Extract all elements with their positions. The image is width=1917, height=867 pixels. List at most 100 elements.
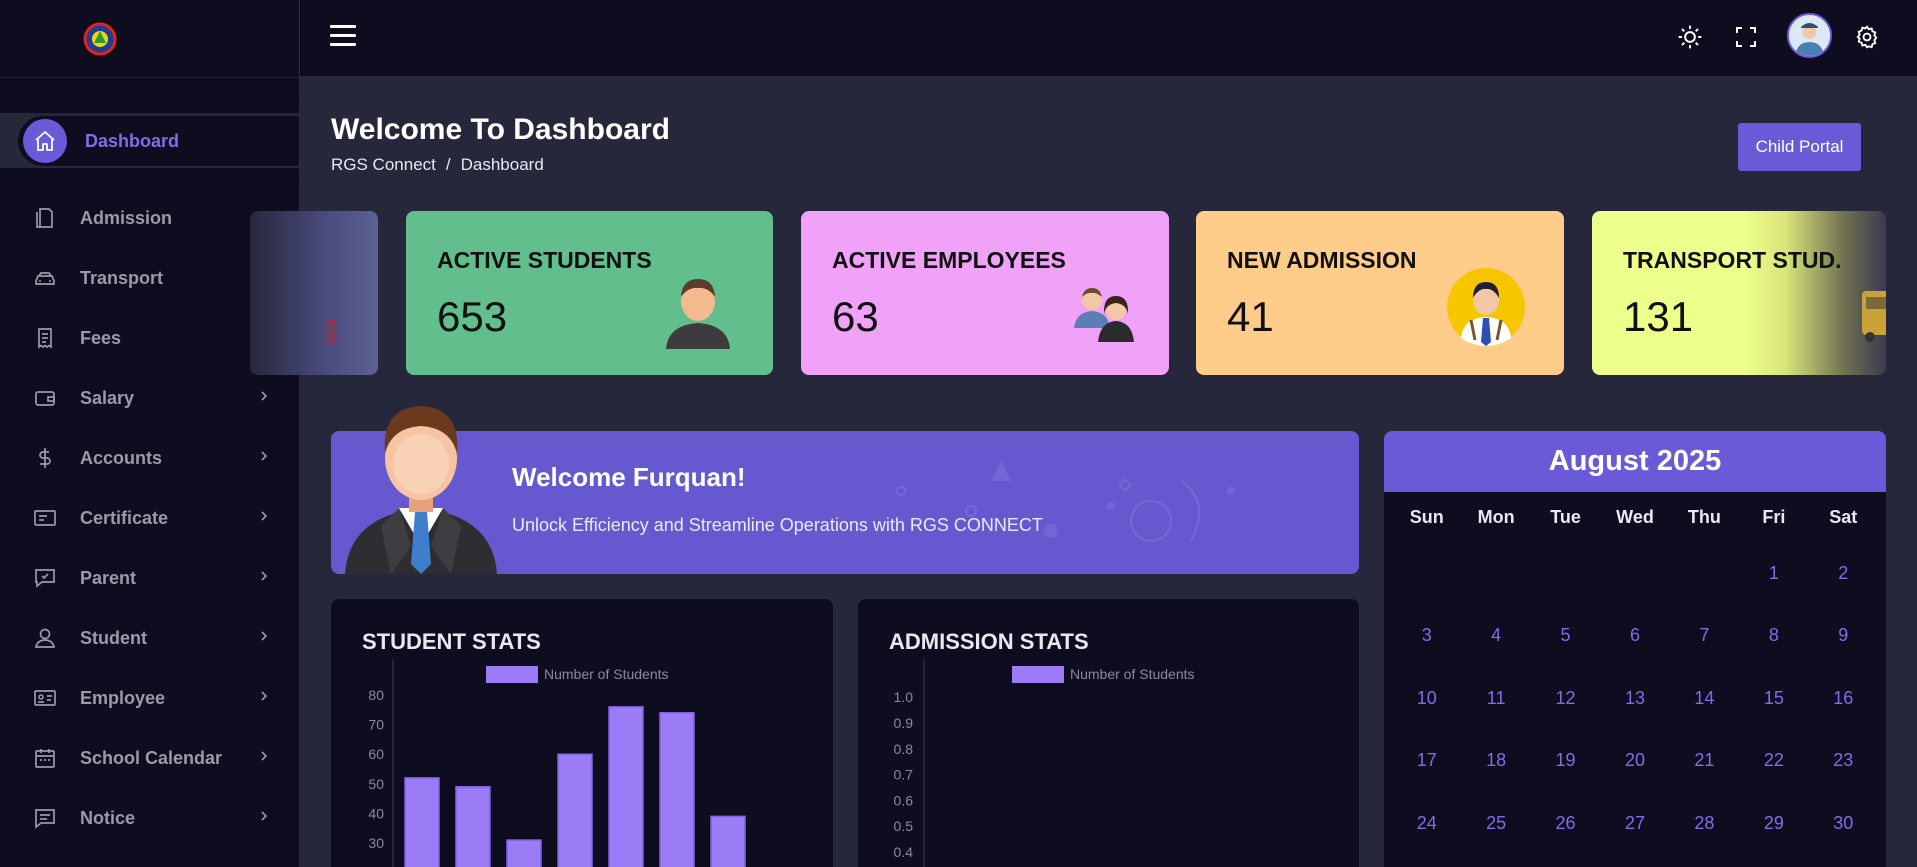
calendar-day[interactable]: 5 bbox=[1560, 625, 1571, 646]
calendar-day[interactable]: 17 bbox=[1416, 750, 1437, 771]
sidebar-item-notice[interactable]: Notice bbox=[0, 788, 299, 848]
calendar-blank bbox=[1600, 542, 1669, 605]
y-tick-label: 0.4 bbox=[894, 844, 914, 860]
sidebar-item-certificate[interactable]: Certificate bbox=[0, 488, 299, 548]
calendar-day[interactable]: 25 bbox=[1486, 812, 1507, 833]
calendar-day[interactable]: 30 bbox=[1833, 812, 1854, 833]
stat-card-transport-students[interactable]: TRANSPORT STUD. 131 bbox=[1592, 211, 1886, 375]
sidebar-item-label: Admission bbox=[80, 207, 173, 228]
sidebar-item-label: Transport bbox=[80, 267, 164, 288]
settings-gear-icon[interactable] bbox=[1852, 22, 1882, 52]
admission-stats-chart: Number of Students 0.4 0.5 0.6 0.7 0.8 0.9 1.0 bbox=[894, 659, 1195, 867]
student-stats-panel: STUDENT STATS Number of Students 30 40 50 60… bbox=[331, 599, 833, 867]
calendar-day[interactable]: 20 bbox=[1624, 750, 1645, 771]
calendar-day[interactable]: 7 bbox=[1699, 625, 1710, 646]
calendar-weekday: Sun bbox=[1409, 506, 1444, 527]
calendar-day[interactable]: 24 bbox=[1416, 812, 1437, 833]
calendar-day[interactable]: 6 bbox=[1629, 625, 1640, 646]
calendar-blank bbox=[1531, 542, 1600, 605]
stat-title: NEW ADMISSION bbox=[1227, 247, 1417, 273]
chevron-right-icon bbox=[258, 629, 270, 647]
chart-legend[interactable]: Number of Students bbox=[1012, 666, 1195, 683]
stat-card-active-employees[interactable]: ACTIVE EMPLOYEES 63 bbox=[801, 211, 1169, 375]
chart-bar[interactable] bbox=[557, 753, 593, 867]
calendar-day[interactable]: 1 bbox=[1768, 562, 1779, 583]
calendar-day[interactable]: 12 bbox=[1555, 687, 1576, 708]
sidebar-item-employee[interactable]: Employee bbox=[0, 668, 299, 728]
calendar-icon bbox=[33, 746, 57, 770]
calendar-day[interactable]: 19 bbox=[1555, 750, 1576, 771]
child-portal-button[interactable]: Child Portal bbox=[1738, 123, 1861, 171]
calendar-day[interactable]: 15 bbox=[1763, 687, 1784, 708]
calendar-day[interactable]: 26 bbox=[1555, 812, 1576, 833]
calendar-day[interactable]: 28 bbox=[1694, 812, 1715, 833]
sidebar-item-student[interactable]: Student bbox=[0, 608, 299, 668]
calendar-day[interactable]: 11 bbox=[1486, 687, 1506, 708]
stat-card-active-students[interactable]: ACTIVE STUDENTS 653 bbox=[406, 211, 773, 375]
sidebar-item-salary[interactable]: Salary bbox=[0, 368, 299, 428]
avatar[interactable] bbox=[1787, 13, 1832, 58]
y-tick-label: 0.9 bbox=[894, 715, 914, 731]
calendar-day[interactable]: 8 bbox=[1768, 625, 1779, 646]
chart-bar[interactable] bbox=[659, 712, 695, 867]
calendar-day[interactable]: 10 bbox=[1416, 687, 1437, 708]
sidebar-item-label: Student bbox=[80, 627, 147, 648]
stat-card-new-admission[interactable]: NEW ADMISSION 41 bbox=[1196, 211, 1564, 375]
stat-title: ACTIVE STUDENTS bbox=[437, 247, 652, 273]
calendar-grid: Sun Mon Tue Wed Thu Fri Sat 1 2 3 4 5 6 7 8 9 10 11 12 13 14… bbox=[1384, 492, 1886, 855]
sidebar-item-parent[interactable]: Parent bbox=[0, 548, 299, 608]
bus-icon bbox=[1862, 291, 1886, 342]
admission-stats-panel: ADMISSION STATS Number of Students 0.4 0.5… bbox=[858, 599, 1359, 867]
chart-bar[interactable] bbox=[710, 815, 746, 867]
calendar-day[interactable]: 29 bbox=[1763, 812, 1784, 833]
calendar-day[interactable]: 16 bbox=[1833, 687, 1854, 708]
calendar-day[interactable]: 23 bbox=[1833, 750, 1854, 771]
y-tick-label: 0.6 bbox=[894, 792, 914, 808]
logo-area bbox=[0, 0, 299, 78]
stat-card-partial[interactable] bbox=[250, 211, 378, 375]
student-stats-chart: Number of Students 30 40 50 60 70 80 bbox=[368, 659, 746, 867]
employees-icon bbox=[1074, 288, 1134, 342]
y-tick-label: 50 bbox=[368, 776, 384, 792]
fullscreen-icon[interactable] bbox=[1731, 22, 1761, 52]
calendar-day[interactable]: 9 bbox=[1838, 625, 1849, 646]
calendar-day[interactable]: 22 bbox=[1763, 750, 1784, 771]
calendar-weekday: Sat bbox=[1829, 506, 1858, 527]
menu-toggle-icon[interactable] bbox=[330, 25, 356, 47]
calendar-day[interactable]: 2 bbox=[1838, 562, 1849, 583]
calendar-weekday: Mon bbox=[1477, 506, 1515, 527]
chart-bar[interactable] bbox=[506, 839, 542, 867]
chevron-right-icon bbox=[258, 449, 270, 467]
businessman-avatar bbox=[345, 406, 497, 574]
sidebar-item-school-calendar[interactable]: School Calendar bbox=[0, 728, 299, 788]
chart-bar[interactable] bbox=[404, 777, 440, 867]
chart-bar[interactable] bbox=[608, 706, 644, 867]
chevron-right-icon bbox=[258, 509, 270, 527]
y-tick-label: 70 bbox=[368, 717, 384, 733]
theme-toggle-icon[interactable] bbox=[1675, 22, 1705, 52]
breadcrumb-separator: / bbox=[445, 155, 451, 174]
decorative-shapes bbox=[896, 461, 1235, 542]
stat-title: ACTIVE EMPLOYEES bbox=[832, 247, 1066, 273]
breadcrumb-home[interactable]: RGS Connect bbox=[331, 155, 436, 174]
sidebar-item-transport[interactable]: Transport bbox=[0, 248, 299, 308]
chart-legend[interactable]: Number of Students bbox=[486, 666, 669, 683]
receipt-icon bbox=[33, 326, 57, 350]
calendar-day[interactable]: 13 bbox=[1624, 687, 1645, 708]
calendar-widget: August 2025 Sun Mon Tue Wed Thu Fri Sat 1 2 3 4 5 6 7… bbox=[1384, 431, 1886, 867]
calendar-day[interactable]: 14 bbox=[1694, 687, 1715, 708]
panel-title: ADMISSION STATS bbox=[889, 629, 1089, 654]
home-icon bbox=[23, 119, 67, 163]
sidebar-item-dashboard[interactable]: Dashboard bbox=[18, 116, 299, 166]
calendar-weekday: Fri bbox=[1762, 506, 1786, 527]
stat-value: 63 bbox=[832, 293, 879, 340]
chart-bar[interactable] bbox=[455, 786, 491, 867]
calendar-day[interactable]: 27 bbox=[1624, 812, 1645, 833]
calendar-day[interactable]: 18 bbox=[1486, 750, 1507, 771]
sidebar-item-accounts[interactable]: Accounts bbox=[0, 428, 299, 488]
calendar-day[interactable]: 4 bbox=[1491, 625, 1502, 646]
rgs-logo[interactable] bbox=[80, 17, 220, 61]
calendar-day[interactable]: 21 bbox=[1694, 750, 1715, 771]
calendar-day[interactable]: 3 bbox=[1421, 625, 1432, 646]
stat-value: 653 bbox=[437, 293, 508, 340]
